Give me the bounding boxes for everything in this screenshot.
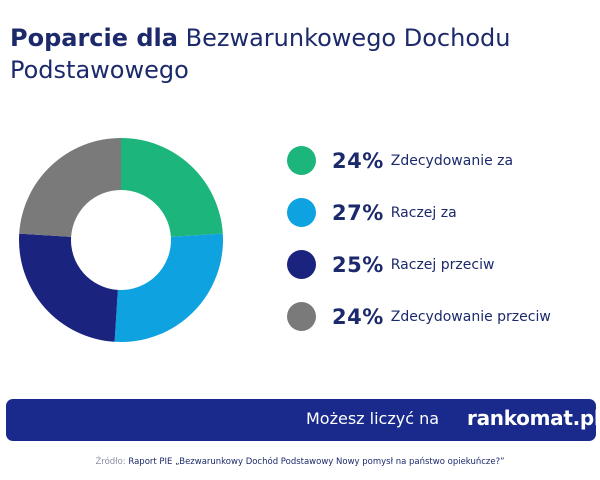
legend-item: 27% Raczej za [287,196,597,229]
legend-label: Raczej przeciw [390,256,495,273]
donut-slices [18,138,223,342]
legend-dot [287,302,316,331]
legend-item: 24% Zdecydowanie za [287,144,597,177]
promo-banner[interactable]: Możesz liczyć na rankomat.pl [6,399,600,441]
donut-slice-2 [114,233,223,342]
source-label: Źródło: [95,457,126,467]
donut-slice-3 [18,233,118,342]
source-note: Źródło: Raport PIE „Bezwarunkowy Dochód … [0,457,600,467]
chart-title: Poparcie dla Bezwarunkowego Dochodu Pods… [10,22,570,86]
donut-slice-4 [19,138,122,237]
legend-value: 25% [332,252,384,277]
legend-value: 24% [332,304,384,329]
legend-dot [287,250,316,279]
chart-legend: 24% Zdecydowanie za 27% Raczej za 25% Ra… [287,144,597,352]
banner-text: Możesz liczyć na [306,409,440,428]
title-rest: Bezwarunkowego Dochodu Podstawowego [10,24,511,84]
title-bold: Poparcie dla [10,24,178,52]
legend-dot [287,198,316,227]
donut-slice-1 [121,138,223,237]
legend-item: 24% Zdecydowanie przeciw [287,300,597,333]
source-text: Raport PIE „Bezwarunkowy Dochód Podstawo… [128,457,505,467]
legend-value: 24% [332,148,384,173]
legend-label: Zdecydowanie za [390,152,514,169]
legend-item: 25% Raczej przeciw [287,248,597,281]
legend-value: 27% [332,200,384,225]
legend-label: Raczej za [390,204,457,221]
brand-logo[interactable]: rankomat.pl [467,406,600,430]
legend-dot [287,146,316,175]
legend-label: Zdecydowanie przeciw [390,308,551,325]
